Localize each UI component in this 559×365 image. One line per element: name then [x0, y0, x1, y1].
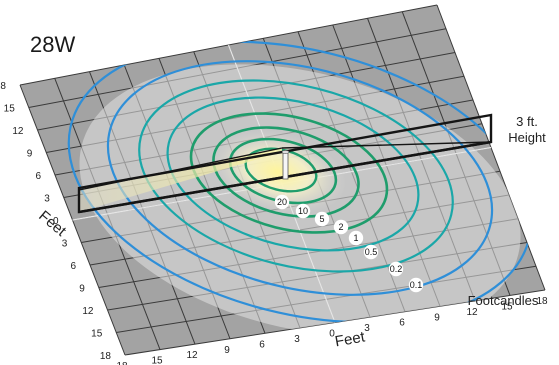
left-axis-tick: 15	[91, 329, 103, 340]
front-axis-tick: 6	[259, 339, 265, 350]
left-axis-tick: 0	[53, 216, 59, 227]
front-axis-tick: 15	[151, 356, 163, 365]
left-axis-title: Feet	[35, 207, 70, 240]
front-axis-tick: 12	[186, 350, 198, 361]
isolux-label-badge	[274, 194, 290, 210]
isolux-label: 0.2	[390, 264, 403, 274]
fixture-cap	[281, 150, 290, 154]
front-axis-title: Feet	[334, 328, 367, 350]
left-axis-tick: 9	[79, 284, 85, 295]
isolux-label-badge	[408, 277, 424, 293]
isolux-contour	[166, 96, 420, 252]
left-axis-tick: 12	[12, 126, 24, 137]
front-axis-tick: 3	[294, 334, 300, 345]
isolux-label: 1	[353, 233, 358, 243]
isolux-contour	[189, 112, 389, 234]
front-axis-ticks: 18 15 12 9 6 3 0 3 6 9 12 15 18	[116, 296, 548, 365]
left-axis-tick: 3	[44, 194, 50, 205]
isolux-label-badge	[295, 203, 311, 219]
front-axis-tick: 9	[224, 345, 230, 356]
isolux-contour	[138, 79, 454, 273]
height-box	[77, 113, 493, 214]
light-cone	[79, 148, 282, 212]
left-axis-tick: 12	[82, 306, 94, 317]
height-label-line1: 3 ft.	[516, 114, 538, 129]
front-axis-tick: 9	[434, 312, 440, 323]
isolux-label: 20	[277, 197, 287, 207]
left-axis-tick: 18	[0, 81, 6, 92]
footcandles-label: Footcandles	[468, 293, 539, 308]
isolux-label-badge	[314, 211, 330, 227]
left-axis-tick: 3	[62, 239, 68, 250]
isolux-labels: 20 10 5 21 0.5 0.2 0.1	[274, 194, 424, 293]
isolux-label-badge	[348, 230, 364, 246]
front-axis-tick: 12	[466, 307, 478, 318]
front-axis-tick: 3	[364, 323, 370, 334]
wattage-title: 28W	[30, 32, 75, 57]
isolux-label: 5	[319, 214, 324, 224]
height-label-line2: Height	[508, 130, 546, 145]
front-axis-tick: 18	[116, 361, 128, 365]
front-axis-tick: 15	[501, 301, 513, 312]
isolux-label: 2	[338, 222, 343, 232]
fixture	[281, 150, 290, 180]
isolux-label-badge	[363, 244, 379, 260]
light-ray-line	[281, 141, 492, 149]
left-axis-tick: 15	[4, 104, 16, 115]
left-axis-tick: 18	[100, 351, 112, 362]
light-ray-line	[78, 147, 283, 191]
isolux-contour	[106, 60, 494, 296]
left-axis-tick: 9	[27, 149, 33, 160]
front-axis-tick: 0	[329, 329, 335, 340]
isolux-label: 0.1	[410, 280, 423, 290]
fixture-post	[282, 151, 289, 180]
front-axis-tick: 6	[399, 318, 405, 329]
left-axis-tick: 6	[70, 261, 76, 272]
isolux-label: 10	[298, 206, 308, 216]
front-axis-tick: 18	[536, 296, 548, 307]
isolux-label-badge	[333, 219, 349, 235]
isolux-label: 0.5	[365, 247, 378, 257]
isolux-contour	[212, 126, 360, 218]
left-axis-tick: 6	[35, 171, 41, 182]
isolux-label-badge	[388, 261, 404, 277]
